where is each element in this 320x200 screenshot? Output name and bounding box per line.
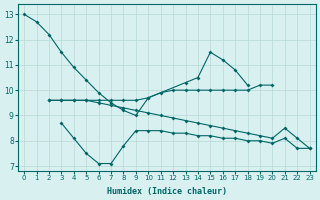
- X-axis label: Humidex (Indice chaleur): Humidex (Indice chaleur): [107, 187, 227, 196]
